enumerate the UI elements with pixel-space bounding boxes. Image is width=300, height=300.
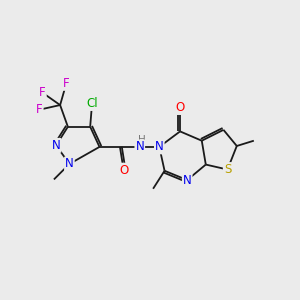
Text: N: N <box>183 174 192 187</box>
Text: O: O <box>176 101 185 114</box>
Text: F: F <box>39 86 46 99</box>
Text: F: F <box>36 103 43 116</box>
Text: N: N <box>155 140 164 153</box>
Text: N: N <box>135 140 144 153</box>
Text: H: H <box>138 135 146 145</box>
Text: N: N <box>52 139 61 152</box>
Text: O: O <box>119 164 128 177</box>
Text: S: S <box>224 163 231 176</box>
Text: Cl: Cl <box>86 97 98 110</box>
Text: F: F <box>63 77 70 90</box>
Text: N: N <box>65 158 74 170</box>
